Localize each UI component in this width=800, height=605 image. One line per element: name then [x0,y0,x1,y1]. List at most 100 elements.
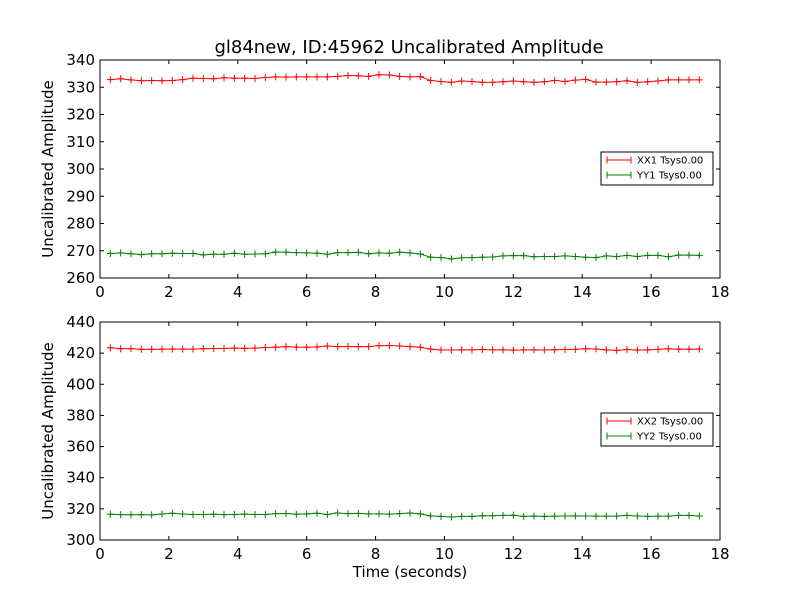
data-point [571,252,579,260]
data-point [416,343,424,351]
data-point [561,78,569,86]
data-point [633,512,641,520]
data-point [406,343,414,351]
data-point [385,510,393,518]
data-point [592,254,600,262]
data-point [199,510,207,518]
data-point [137,251,145,259]
legend: XX1 Tsys0.00 YY1 Tsys0.00 [600,151,714,186]
data-point [334,343,342,351]
data-point [447,346,455,354]
data-point [106,510,114,518]
data-point [365,343,373,351]
y-tick-label: 420 [66,344,95,362]
data-point [623,77,631,85]
y-tick-label: 310 [66,133,95,151]
y-tick-label: 270 [66,242,95,260]
legend-label: YY2 Tsys0.00 [636,432,702,443]
data-point [551,76,559,84]
data-point [540,346,548,354]
data-point [148,250,156,258]
data-point [530,253,538,261]
x-tick-label: 12 [504,545,523,563]
data-point [695,251,703,259]
data-point [468,346,476,354]
data-point [489,78,497,86]
y-tick-label: 440 [66,313,95,331]
data-point [354,343,362,351]
data-point [127,76,135,84]
data-point [282,343,290,351]
y-tick-label: 400 [66,375,95,393]
data-point [582,75,590,83]
data-point [251,344,259,352]
data-point [489,253,497,261]
data-point [137,511,145,519]
data-point [396,248,404,256]
data-point [282,73,290,81]
legend-marker [606,171,632,179]
data-point [540,512,548,520]
legend-marker [606,432,632,440]
data-point [365,250,373,258]
data-point [375,249,383,257]
data-point [168,76,176,84]
data-point [179,249,187,257]
legend-marker [606,156,632,164]
chart-panel-1: 0 2 4 6 8 10 12 14 16 18 260 270 280 290 300 310 320 330 3… [39,51,730,301]
x-tick-label: 12 [504,283,523,301]
data-point [251,75,259,83]
x-tick-label: 6 [302,283,312,301]
data-point [416,510,424,518]
data-point [375,510,383,518]
legend-label: YY1 Tsys0.00 [636,171,702,182]
data-point [427,76,435,84]
data-point [478,253,486,261]
data-point [664,345,672,353]
data-point [571,345,579,353]
data-point [334,72,342,80]
x-tick-label: 10 [435,545,454,563]
x-tick-label: 18 [710,545,729,563]
data-point [406,509,414,517]
data-point [106,344,114,352]
data-point [561,252,569,260]
x-tick-label: 0 [95,545,105,563]
data-point [344,510,352,518]
data-point [478,346,486,354]
data-point [179,76,187,84]
x-tick-label: 2 [164,545,174,563]
legend: XX2 Tsys0.00 YY2 Tsys0.00 [600,412,714,447]
data-point [127,250,135,258]
data-point [303,343,311,351]
data-point [447,513,455,521]
data-point [571,76,579,84]
data-point [189,345,197,353]
x-tick-label: 18 [710,283,729,301]
series-line [110,251,700,260]
data-point [561,512,569,520]
data-point [158,250,166,258]
plot-area-frame [99,321,721,541]
data-point [602,252,610,260]
data-point [499,511,507,519]
data-point [334,509,342,517]
data-point [272,510,280,518]
legend-box [600,151,714,186]
data-point [199,251,207,259]
data-point [230,510,238,518]
data-point [509,511,517,519]
x-tick-label: 14 [573,283,592,301]
data-point [148,76,156,84]
data-point [282,510,290,518]
y-tick-label: 260 [66,269,95,287]
data-point [313,343,321,351]
series-line [110,74,700,83]
x-tick-label: 4 [233,545,243,563]
data-point [261,344,269,352]
data-point [241,344,249,352]
data-point [458,77,466,85]
data-point [675,511,683,519]
data-point [282,248,290,256]
data-point [220,74,228,82]
